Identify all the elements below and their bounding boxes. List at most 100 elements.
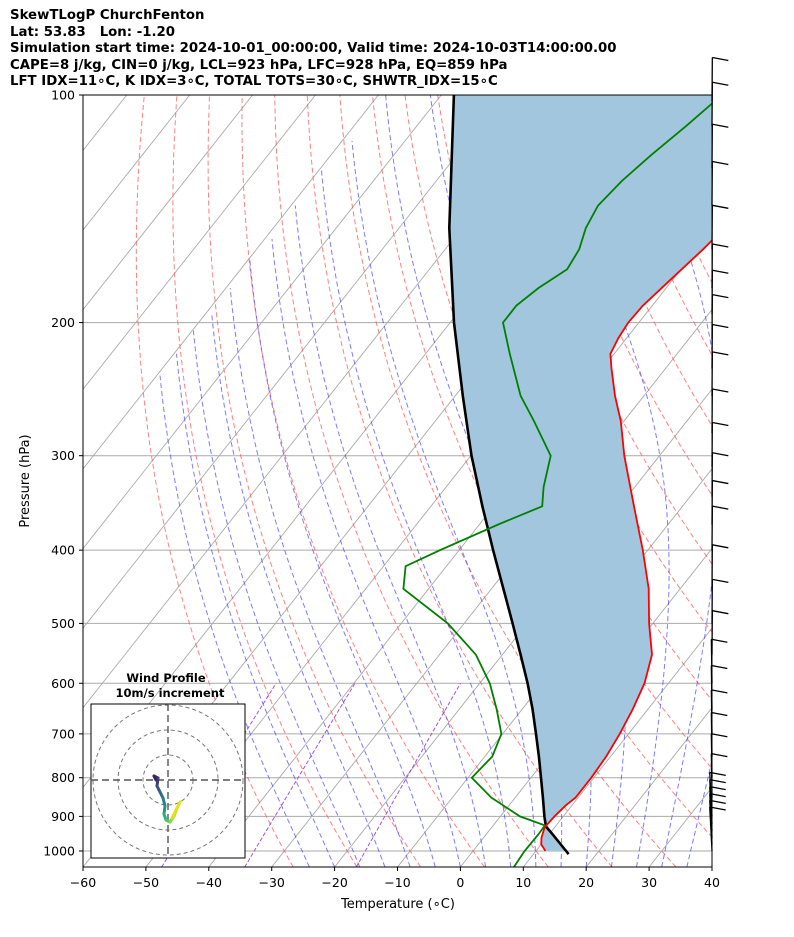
wind-barb-flag [712, 388, 729, 393]
moist-adiabat [229, 287, 411, 867]
dry-adiabat [135, 95, 294, 867]
isotherm-line [775, 95, 794, 867]
isotherm-line [83, 95, 379, 470]
dry-adiabat [731, 95, 794, 867]
hodograph-subtitle: 10m/s increment [116, 686, 225, 700]
wind-barb-flag [712, 610, 729, 615]
chart-header: SkewTLogP ChurchFenton Lat: 53.83 Lon: -… [10, 8, 617, 91]
wind-barb-flag [712, 243, 729, 248]
isotherm-line [83, 95, 253, 311]
moist-adiabat [271, 238, 461, 867]
y-tick-label: 200 [51, 315, 75, 330]
time-line: Simulation start time: 2024-10-01_00:00:… [10, 41, 617, 56]
wind-barb-flag [711, 711, 728, 717]
y-tick-label: 800 [51, 770, 75, 785]
wind-barbs [709, 56, 729, 852]
mixing-ratio-line [244, 683, 356, 867]
dry-adiabat [437, 95, 712, 702]
moist-adiabat [637, 95, 712, 867]
y-tick-label: 600 [51, 676, 75, 691]
dry-adiabat [241, 95, 485, 867]
y-axis-label: Pressure (hPa) [18, 434, 33, 527]
wind-barb-flag [712, 452, 729, 457]
y-tick-label: 700 [51, 726, 75, 741]
isotherm-line [711, 866, 712, 867]
cape-shading [449, 95, 712, 851]
moist-adiabat [249, 259, 436, 867]
hodograph-inset: Wind Profile 10m/s increment [90, 671, 246, 859]
dry-adiabat [371, 95, 712, 838]
x-tick-label: −50 [133, 875, 159, 890]
hodograph-trace [170, 808, 178, 820]
x-tick-label: −60 [70, 875, 96, 890]
moist-adiabat [294, 205, 487, 867]
x-tick-label: 20 [578, 875, 594, 890]
y-tick-label: 500 [51, 616, 75, 631]
moist-adiabat [711, 864, 712, 867]
dry-adiabat [763, 95, 794, 867]
moist-adiabat [211, 314, 386, 867]
isotherm-line [522, 627, 712, 867]
moist-adiabat [351, 140, 537, 867]
wind-barb-flag [709, 806, 726, 811]
y-tick-label: 900 [51, 809, 75, 824]
wind-barb-shaft [709, 772, 713, 817]
parcel-profile-line [447, 95, 570, 856]
axes-ticks: −60 −50 −40 −30 −20 −10 0 10 20 30 40 100 200 300 400 5… [43, 88, 720, 891]
wind-barb-flag [712, 479, 729, 485]
index-line: LFT IDX=11∘C, K IDX=3∘C, TOTAL TOTS=30∘C… [10, 74, 498, 89]
x-axis-label: Temperature (∘C) [340, 897, 455, 912]
wind-barb-flag [712, 160, 729, 166]
isotherm-line [585, 707, 712, 867]
dry-adiabat [567, 95, 712, 427]
moist-adiabat [192, 330, 361, 867]
wind-barb-flag [712, 56, 729, 62]
wind-barb-flag [711, 752, 728, 758]
wind-barb-flag [711, 689, 728, 694]
profile-lines [402, 95, 712, 867]
moist-adiabat [159, 375, 310, 867]
y-tick-label: 300 [51, 448, 75, 463]
temperature-line [540, 239, 712, 852]
hodograph-title: Wind Profile [126, 671, 206, 685]
isotherm-line [0, 95, 1, 867]
wind-barb-flag [712, 323, 729, 329]
x-tick-label: −10 [384, 875, 410, 890]
moist-adiabat [176, 353, 336, 867]
x-tick-label: 10 [515, 875, 531, 890]
isotherm-line [83, 95, 191, 231]
wind-barb-flag [712, 123, 729, 128]
isotherm-line [83, 95, 442, 550]
wind-barb-flag [709, 799, 726, 804]
moist-adiabat [552, 95, 670, 867]
x-tick-label: −20 [321, 875, 347, 890]
isotherm-line [334, 388, 712, 867]
wind-barb-flag [712, 351, 729, 356]
x-tick-label: 30 [641, 875, 657, 890]
wind-barb-flag [712, 269, 729, 274]
location-line: Lat: 53.83 Lon: -1.20 [10, 24, 176, 40]
dry-adiabat [274, 95, 549, 867]
wind-barb-flag [709, 778, 726, 784]
dry-adiabat [207, 95, 422, 867]
isotherm-line [83, 95, 505, 629]
wind-barb-flag [712, 81, 729, 86]
cape-line: CAPE=8 j/kg, CIN=0 j/kg, LCL=923 hPa, LF… [10, 57, 508, 73]
wind-barb-flag [712, 204, 729, 209]
isotherm-line [83, 95, 316, 391]
chart-title: SkewTLogP ChurchFenton [10, 8, 205, 23]
y-tick-label: 1000 [43, 843, 75, 858]
mixing-ratio-line [355, 683, 461, 867]
moist-adiabat [320, 168, 512, 867]
wind-barb-flag [712, 544, 729, 549]
dewpoint-line [402, 102, 712, 867]
x-tick-label: −30 [259, 875, 285, 890]
wind-barb-flag [712, 505, 729, 510]
y-tick-label: 100 [51, 88, 75, 103]
wind-barb-flag [711, 733, 728, 738]
wind-barb-flag [712, 293, 729, 299]
wind-barb-flag [712, 578, 729, 584]
x-tick-label: 0 [456, 875, 464, 890]
x-tick-label: 40 [704, 875, 720, 890]
